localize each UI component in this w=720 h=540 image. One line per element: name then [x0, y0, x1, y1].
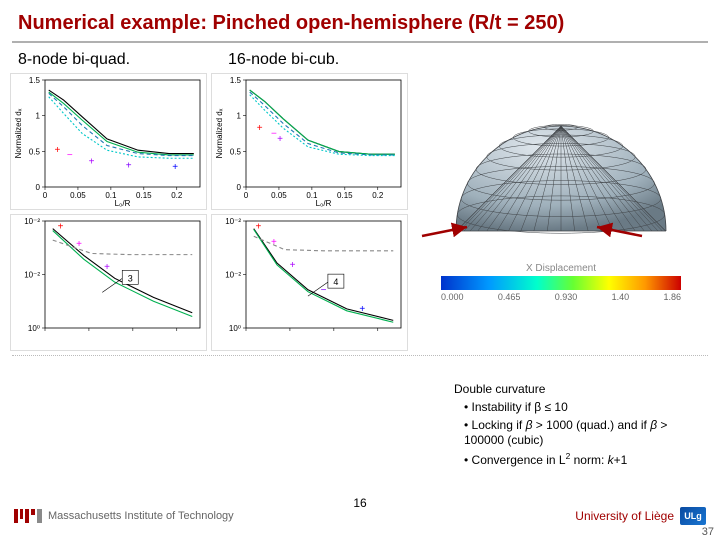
svg-text:0.15: 0.15	[337, 191, 353, 200]
svg-text:L₀/R: L₀/R	[115, 199, 131, 208]
svg-text:+: +	[89, 157, 95, 168]
svg-text:L₀/R: L₀/R	[316, 199, 332, 208]
column-labels: 8-node bi-quad. 16-node bi-cub.	[0, 43, 720, 73]
svg-text:−: −	[67, 150, 73, 161]
svg-text:10⁰: 10⁰	[229, 324, 241, 333]
svg-text:0.05: 0.05	[271, 191, 287, 200]
colorbar: X Displacement 0.000 0.465 0.930 1.40 1.…	[441, 263, 681, 302]
svg-text:+: +	[257, 123, 263, 134]
chart-bot-left: 10⁰ 10⁻² 10⁻² + + +3	[10, 214, 207, 351]
svg-text:+: +	[104, 262, 110, 273]
cb-tick: 0.465	[498, 292, 521, 302]
chart-top-right: 00.511.500.050.10.150.2Normalized dₓL₀/R…	[211, 73, 408, 210]
svg-text:10⁻²: 10⁻²	[225, 217, 241, 226]
label-right: 16-node bi-cub.	[228, 51, 438, 69]
svg-text:10⁻²: 10⁻²	[24, 217, 40, 226]
svg-text:1: 1	[36, 112, 41, 121]
slide-index: 37	[702, 526, 714, 538]
svg-text:10⁰: 10⁰	[28, 324, 40, 333]
label-left: 8-node bi-quad.	[18, 51, 228, 69]
svg-text:+: +	[172, 162, 178, 173]
svg-text:+: +	[290, 260, 296, 271]
footer: Massachusetts Institute of Technology Un…	[0, 496, 720, 536]
svg-text:4: 4	[333, 277, 338, 287]
colorbar-ticks: 0.000 0.465 0.930 1.40 1.86	[441, 292, 681, 302]
svg-text:0: 0	[237, 183, 242, 192]
cb-tick: 0.930	[555, 292, 578, 302]
svg-text:Normalized dₓ: Normalized dₓ	[215, 108, 224, 158]
mit-text: Massachusetts Institute of Technology	[48, 510, 234, 522]
panel-row: 00.511.500.050.10.150.2Normalized dₓL₀/R…	[0, 73, 720, 351]
colorbar-label: X Displacement	[441, 263, 681, 274]
svg-text:+: +	[359, 304, 365, 315]
cb-tick: 0.000	[441, 292, 464, 302]
svg-text:+: +	[76, 239, 82, 250]
cb-tick: 1.86	[663, 292, 681, 302]
svg-text:10⁻²: 10⁻²	[225, 271, 241, 280]
note-item: Convergence in L2 norm: k+1	[464, 451, 704, 469]
col-left: 00.511.500.050.10.150.2Normalized dₓL₀/R…	[10, 73, 207, 351]
svg-text:1.5: 1.5	[230, 76, 242, 85]
svg-text:0.05: 0.05	[70, 191, 86, 200]
mit-logo-icon	[14, 509, 42, 523]
hemisphere-panel: X Displacement 0.000 0.465 0.930 1.40 1.…	[412, 73, 710, 351]
ulg-block: University of Liège ULg	[575, 507, 706, 525]
svg-text:0: 0	[43, 191, 48, 200]
svg-text:0.2: 0.2	[372, 191, 384, 200]
note-item: Locking if β > 1000 (quad.) and if β > 1…	[464, 418, 704, 449]
svg-text:10⁻²: 10⁻²	[24, 271, 40, 280]
svg-text:0.5: 0.5	[230, 147, 242, 156]
svg-text:1: 1	[237, 112, 242, 121]
svg-text:0: 0	[244, 191, 249, 200]
ulg-badge-icon: ULg	[680, 507, 706, 525]
svg-text:+: +	[255, 222, 261, 233]
notes-rule	[12, 355, 708, 356]
svg-text:0.15: 0.15	[136, 191, 152, 200]
notes-heading: Double curvature	[454, 382, 704, 396]
ulg-text: University of Liège	[575, 509, 674, 523]
svg-text:+: +	[54, 145, 60, 156]
svg-text:−: −	[271, 129, 277, 140]
mit-block: Massachusetts Institute of Technology	[14, 509, 234, 523]
svg-text:+: +	[126, 161, 132, 172]
svg-text:0.2: 0.2	[171, 191, 183, 200]
svg-text:Normalized dₓ: Normalized dₓ	[14, 108, 23, 158]
svg-text:3: 3	[128, 273, 133, 283]
svg-text:0.5: 0.5	[29, 147, 41, 156]
chart-bot-right: 10⁰10⁻²10⁻²+++−+4	[211, 214, 408, 351]
note-item: Instability if β ≤ 10	[464, 400, 704, 416]
cb-tick: 1.40	[612, 292, 630, 302]
svg-text:0: 0	[36, 183, 41, 192]
notes-block: Double curvature Instability if β ≤ 10 L…	[454, 382, 704, 470]
svg-text:1.5: 1.5	[29, 76, 41, 85]
svg-text:+: +	[271, 237, 277, 248]
slide-title: Numerical example: Pinched open-hemisphe…	[0, 0, 720, 41]
svg-text:+: +	[58, 222, 64, 233]
colorbar-gradient	[441, 276, 681, 290]
svg-text:+: +	[277, 134, 283, 145]
col-right: 00.511.500.050.10.150.2Normalized dₓL₀/R…	[211, 73, 408, 351]
chart-top-left: 00.511.500.050.10.150.2Normalized dₓL₀/R…	[10, 73, 207, 210]
hemisphere-mesh	[441, 81, 681, 241]
